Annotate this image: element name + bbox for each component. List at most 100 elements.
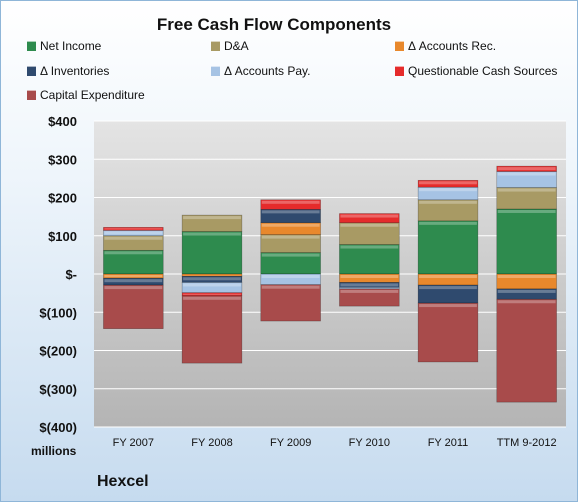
- bar-segment: [496, 298, 557, 403]
- bar-highlight: [419, 200, 477, 204]
- legend-label: Net Income: [40, 39, 102, 53]
- bar-highlight: [497, 289, 556, 293]
- legend-label: Δ Accounts Rec.: [408, 39, 497, 53]
- y-tick-label: $(200): [39, 344, 77, 359]
- x-tick-label: FY 2007: [113, 437, 154, 449]
- y-tick-labels: $400 $300 $200 $100 $- $(100) $(200) $(300) $(40…: [39, 114, 77, 435]
- bar-highlight: [104, 236, 163, 240]
- legend-swatch: [211, 66, 220, 76]
- bar-highlight: [183, 277, 241, 281]
- bar-highlight: [497, 300, 556, 304]
- bar-highlight: [419, 286, 477, 290]
- bar-highlight: [419, 304, 477, 308]
- y-tick-label: $100: [48, 229, 77, 244]
- y-tick-label: $(300): [39, 382, 77, 397]
- bar-highlight: [497, 209, 556, 213]
- gridlines: [94, 120, 566, 428]
- bar-highlight: [419, 275, 477, 278]
- bar-highlight: [183, 216, 241, 220]
- bar-highlight: [340, 283, 399, 287]
- legend-swatch: [27, 66, 36, 76]
- bar-segment: [339, 288, 400, 307]
- legend-label: Δ Inventories: [40, 64, 110, 78]
- bar-highlight: [340, 275, 399, 278]
- bar-highlight: [104, 286, 163, 290]
- bar-highlight: [261, 285, 320, 289]
- bar-highlight: [340, 223, 399, 227]
- x-tick-label: FY 2008: [191, 437, 232, 449]
- bar-segment: [181, 214, 243, 232]
- bar-segment: [103, 284, 164, 329]
- bar-segment: [181, 231, 243, 275]
- bar-highlight: [419, 181, 477, 185]
- legend-label: D&A: [224, 39, 249, 53]
- bar-highlight: [261, 200, 320, 204]
- bar-highlight: [497, 188, 556, 192]
- bar-segment: [417, 220, 479, 275]
- bar-highlight: [104, 251, 163, 255]
- x-tick-label: FY 2011: [428, 437, 469, 449]
- legend-item-capex: Capital Expenditure: [27, 88, 145, 102]
- y-tick-label: $400: [48, 114, 77, 129]
- x-tick-labels: FY 2007 FY 2008 FY 2009 FY 2010 FY 2011 TTM 9…: [113, 437, 557, 449]
- legend-item-inventories: Δ Inventories: [27, 64, 109, 78]
- bar-segment: [260, 199, 321, 210]
- bar-segment: [339, 244, 400, 275]
- legend-item-accounts-pay: Δ Accounts Pay.: [211, 64, 311, 78]
- legend-item-da: D&A: [211, 39, 249, 53]
- y-tick-label: $(400): [39, 420, 77, 435]
- bar-segment: [260, 284, 321, 322]
- bar-highlight: [261, 223, 320, 227]
- bar-highlight: [104, 231, 163, 235]
- legend-swatch: [395, 66, 404, 76]
- bar-highlight: [183, 232, 241, 236]
- bar-segment: [339, 213, 400, 224]
- bar-highlight: [340, 289, 399, 293]
- legend-item-net-income: Net Income: [27, 39, 101, 53]
- legend-swatch: [27, 41, 36, 51]
- legend-swatch: [211, 41, 220, 51]
- bar-highlight: [261, 275, 320, 278]
- bar-highlight: [497, 275, 556, 278]
- bars: [103, 165, 557, 403]
- units-label: millions: [31, 444, 77, 458]
- x-tick-label: TTM 9-2012: [497, 437, 557, 449]
- bar-highlight: [497, 172, 556, 176]
- bar-highlight: [419, 221, 477, 225]
- bar-highlight: [340, 245, 399, 249]
- bar-segment: [181, 295, 243, 364]
- bar-segment: [496, 165, 557, 172]
- bar-highlight: [183, 293, 241, 295]
- x-tick-label: FY 2010: [349, 437, 390, 449]
- x-tick-label: FY 2009: [270, 437, 311, 449]
- legend-item-questionable-cash: Questionable Cash Sources: [395, 64, 557, 78]
- bar-segment: [417, 302, 479, 363]
- y-tick-label: $300: [48, 152, 77, 167]
- chart-title: Free Cash Flow Components: [156, 15, 392, 34]
- bar-segment: [417, 179, 479, 188]
- bar-highlight: [104, 228, 163, 230]
- y-tick-label: $(100): [39, 305, 77, 320]
- legend-swatch: [395, 41, 404, 51]
- legend-item-accounts-rec: Δ Accounts Rec.: [395, 39, 496, 53]
- bar-highlight: [340, 214, 399, 218]
- bar-highlight: [183, 296, 241, 300]
- bar-highlight: [261, 235, 320, 239]
- legend-label: Capital Expenditure: [40, 88, 145, 102]
- bar-highlight: [104, 275, 163, 278]
- bar-segment: [103, 227, 164, 231]
- bar-segment: [496, 208, 557, 275]
- bar-highlight: [419, 188, 477, 192]
- bar-highlight: [104, 279, 163, 283]
- bar-highlight: [497, 167, 556, 171]
- y-tick-label: $200: [48, 191, 77, 206]
- bar-segment: [496, 171, 557, 188]
- company-name: Hexcel: [97, 473, 149, 490]
- y-tick-label: $-: [65, 267, 77, 282]
- bar-highlight: [261, 253, 320, 257]
- bar-highlight: [183, 283, 241, 287]
- bar-highlight: [261, 210, 320, 214]
- legend-label: Δ Accounts Pay.: [224, 64, 311, 78]
- legend-swatch: [27, 90, 36, 100]
